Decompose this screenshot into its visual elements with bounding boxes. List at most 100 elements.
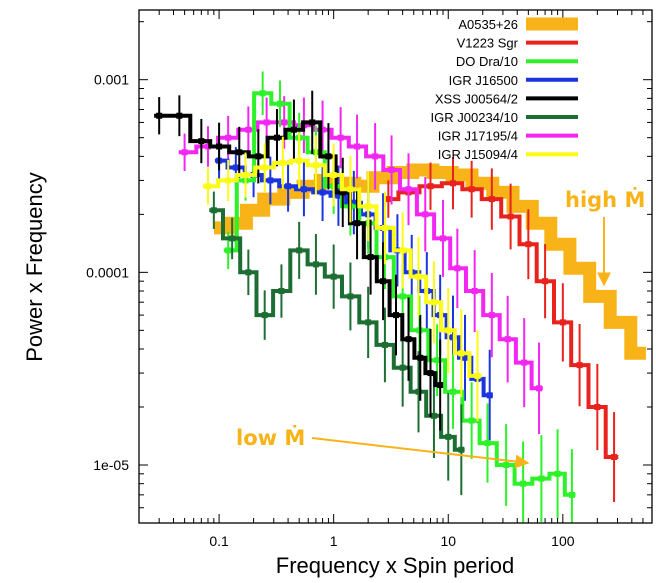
legend-entry-label: IGR J00234/10 bbox=[431, 110, 518, 125]
data-point bbox=[335, 192, 342, 199]
data-point bbox=[330, 273, 337, 280]
data-point bbox=[296, 157, 303, 164]
data-point bbox=[422, 211, 429, 218]
series-line bbox=[214, 163, 646, 360]
tick-labels: 0.1 1 10 100 1e-05 0.0001 0.001 bbox=[86, 72, 575, 549]
data-point bbox=[267, 177, 274, 184]
data-point bbox=[449, 180, 456, 187]
data-point bbox=[486, 392, 493, 399]
data-point bbox=[449, 388, 456, 395]
series-0 bbox=[214, 163, 646, 360]
data-point bbox=[354, 220, 361, 227]
data-point bbox=[281, 119, 288, 126]
x-tick-label: 10 bbox=[440, 533, 456, 549]
data-point bbox=[471, 288, 478, 295]
series-layer bbox=[154, 71, 646, 523]
data-point bbox=[445, 433, 452, 440]
data-point bbox=[538, 475, 545, 482]
data-point bbox=[488, 196, 495, 203]
x-tick-label: 1 bbox=[330, 533, 338, 549]
series-6 bbox=[178, 96, 543, 435]
series-line bbox=[154, 113, 443, 388]
data-point bbox=[263, 119, 270, 126]
data-point bbox=[210, 207, 217, 214]
data-point bbox=[261, 312, 268, 319]
data-point bbox=[261, 164, 268, 171]
data-point bbox=[319, 189, 326, 196]
annotations: high Ṁ low Ṁ bbox=[236, 187, 645, 469]
data-point bbox=[245, 126, 252, 133]
data-point bbox=[372, 153, 379, 160]
data-point bbox=[559, 319, 566, 326]
data-point bbox=[216, 143, 223, 150]
data-point bbox=[458, 446, 465, 453]
data-point bbox=[204, 183, 211, 190]
data-point bbox=[365, 203, 372, 210]
y-axis-title: Power x Frequency bbox=[22, 172, 47, 362]
data-point bbox=[290, 126, 297, 133]
data-point bbox=[339, 189, 346, 196]
data-point bbox=[198, 138, 205, 145]
data-point bbox=[309, 119, 316, 126]
series-5 bbox=[209, 191, 465, 496]
x-tick-label: 0.1 bbox=[209, 533, 229, 549]
data-point bbox=[325, 153, 332, 160]
data-point bbox=[507, 213, 514, 220]
data-point bbox=[568, 491, 575, 498]
data-point bbox=[232, 164, 239, 171]
data-point bbox=[319, 126, 326, 133]
data-point bbox=[225, 177, 232, 184]
data-point bbox=[521, 359, 528, 366]
axis-ticks bbox=[138, 10, 653, 523]
data-point bbox=[388, 166, 395, 173]
data-point bbox=[225, 134, 232, 141]
data-point bbox=[576, 362, 583, 369]
data-point bbox=[365, 319, 372, 326]
series-7 bbox=[202, 132, 482, 422]
data-point bbox=[236, 149, 243, 156]
data-point bbox=[381, 224, 388, 231]
data-point bbox=[300, 186, 307, 193]
data-point bbox=[279, 159, 286, 166]
data-point bbox=[259, 90, 266, 97]
data-point bbox=[525, 241, 532, 248]
series-4 bbox=[154, 90, 444, 431]
data-point bbox=[399, 293, 406, 300]
data-point bbox=[176, 112, 183, 119]
legend-entry-label: DO Dra/10 bbox=[456, 54, 518, 69]
data-point bbox=[380, 278, 387, 285]
data-point bbox=[405, 186, 412, 193]
legend-entry-label: IGR J16500 bbox=[449, 73, 518, 88]
data-point bbox=[204, 143, 211, 150]
data-point bbox=[405, 336, 412, 343]
data-point bbox=[225, 247, 232, 254]
data-point bbox=[276, 100, 283, 107]
data-point bbox=[415, 273, 422, 280]
y-tick-label: 0.0001 bbox=[86, 264, 129, 280]
data-point bbox=[445, 327, 452, 334]
legend-entry-label: V1223 Sgr bbox=[457, 36, 519, 51]
data-point bbox=[454, 265, 461, 272]
data-point bbox=[461, 354, 468, 361]
low-mdot-arrow bbox=[311, 437, 530, 469]
high-mdot-label: high Ṁ bbox=[565, 187, 645, 212]
legend-entry-label: XSS J00564/2 bbox=[435, 91, 518, 106]
data-point bbox=[312, 261, 319, 268]
data-point bbox=[181, 149, 188, 156]
y-tick-label: 1e-05 bbox=[93, 457, 129, 473]
data-point bbox=[381, 341, 388, 348]
data-point bbox=[156, 112, 163, 119]
data-point bbox=[296, 247, 303, 254]
data-point bbox=[440, 235, 447, 242]
data-point bbox=[255, 153, 262, 160]
data-point bbox=[594, 404, 601, 411]
legend: A0535+26 V1223 Sgr DO Dra/10 IGR J16500 … bbox=[431, 17, 578, 162]
data-point bbox=[278, 288, 285, 295]
data-point bbox=[520, 480, 527, 487]
data-point bbox=[312, 162, 319, 169]
data-point bbox=[427, 183, 434, 190]
x-axis-title: Frequency x Spin period bbox=[276, 553, 514, 578]
data-point bbox=[536, 385, 543, 392]
legend-entry-label: IGR J17195/4 bbox=[438, 129, 518, 144]
